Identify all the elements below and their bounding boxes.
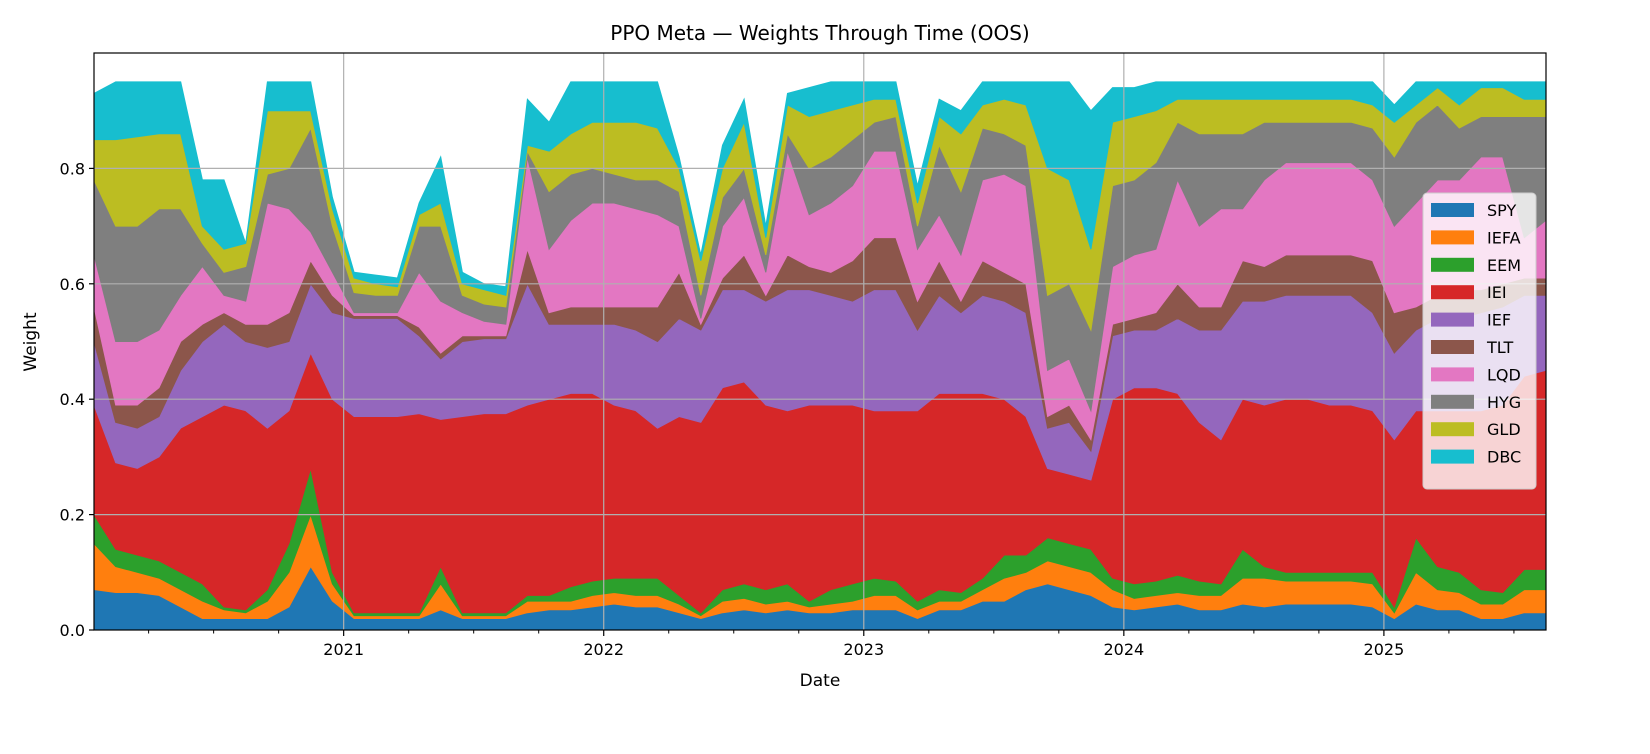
legend-swatch-dbc <box>1431 449 1474 464</box>
y-axis-label: Weight <box>21 312 41 372</box>
gridlines <box>94 53 1546 630</box>
y-tick-label: 0.4 <box>60 390 85 409</box>
x-axis-ticks: 2021 2022 2023 2024 2025 <box>148 630 1515 659</box>
legend-swatch-gld <box>1431 422 1474 437</box>
x-axis-label: Date <box>800 671 841 691</box>
y-tick-label: 0.2 <box>60 506 85 525</box>
legend-swatch-lqd <box>1431 367 1474 382</box>
legend-swatch-tlt <box>1431 340 1474 354</box>
area-layers <box>93 81 1547 631</box>
plot-frame <box>93 52 1547 631</box>
legend-label-eem: EEM <box>1487 256 1521 275</box>
legend-label-tlt: TLT <box>1486 338 1513 357</box>
legend-label-gld: GLD <box>1487 420 1521 439</box>
x-tick-label: 2021 <box>323 640 364 659</box>
legend-label-hyg: HYG <box>1487 393 1521 412</box>
x-tick-label: 2023 <box>843 640 884 659</box>
legend-label-spy: SPY <box>1487 201 1516 220</box>
legend-label-dbc: DBC <box>1487 448 1521 467</box>
x-tick-label: 2025 <box>1364 640 1405 659</box>
chart-title: PPO Meta — Weights Through Time (OOS) <box>610 21 1029 45</box>
legend-swatch-hyg <box>1431 394 1474 409</box>
y-tick-label: 0.0 <box>60 621 85 640</box>
legend: SPY IEFA EEM IEI IEF TLT LQD HYG GLD DBC <box>1422 192 1537 490</box>
y-tick-label: 0.8 <box>60 159 85 178</box>
legend-swatch-ief <box>1431 312 1474 327</box>
y-axis-ticks: 0.0 0.2 0.4 0.6 0.8 <box>60 159 94 640</box>
legend-swatch-iefa <box>1431 230 1474 245</box>
legend-swatch-eem <box>1431 257 1474 272</box>
x-tick-label: 2022 <box>583 640 624 659</box>
legend-label-iei: IEI <box>1487 283 1507 302</box>
legend-label-lqd: LQD <box>1487 365 1521 384</box>
legend-swatch-iei <box>1431 285 1474 300</box>
legend-label-iefa: IEFA <box>1487 228 1521 247</box>
legend-swatch-spy <box>1431 203 1474 217</box>
legend-label-ief: IEF <box>1487 311 1511 330</box>
y-tick-label: 0.6 <box>60 275 85 294</box>
x-tick-label: 2024 <box>1103 640 1144 659</box>
